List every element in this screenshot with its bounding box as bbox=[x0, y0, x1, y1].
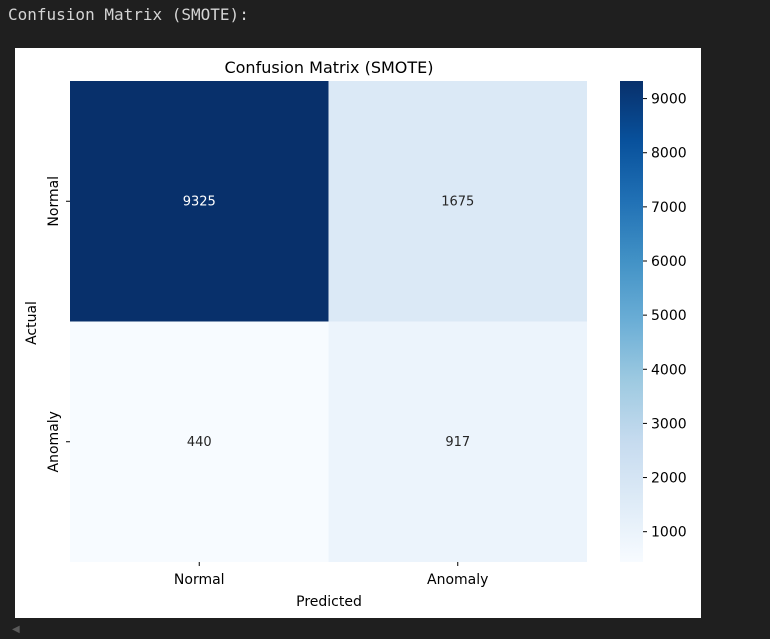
colorbar-tick-label: 3000 bbox=[651, 416, 687, 432]
cell-value-label: 1675 bbox=[441, 194, 474, 209]
heatmap-cell bbox=[70, 81, 329, 322]
chart-title: Confusion Matrix (SMOTE) bbox=[224, 58, 433, 77]
cell-value-label: 917 bbox=[445, 435, 470, 450]
colorbar-tick-label: 5000 bbox=[651, 308, 687, 324]
scroll-left-icon[interactable]: ◀ bbox=[12, 624, 20, 635]
x-tick-label: Anomaly bbox=[427, 572, 488, 588]
cell-output-header: Confusion Matrix (SMOTE): bbox=[8, 5, 249, 24]
confusion-matrix-figure: Confusion Matrix (SMOTE) 9325 1675 440 917 … bbox=[15, 48, 701, 618]
colorbar-tick-label: 1000 bbox=[651, 525, 687, 541]
x-axis-label: Predicted bbox=[296, 594, 362, 610]
colorbar-tick-label: 9000 bbox=[651, 92, 687, 108]
y-tick-label: Anomaly bbox=[46, 411, 62, 472]
heatmap-cell bbox=[328, 81, 587, 322]
y-axis-label: Actual bbox=[24, 301, 40, 345]
x-tick-label: Normal bbox=[174, 572, 225, 588]
heatmap-cell bbox=[328, 321, 587, 562]
colorbar-tick-label: 8000 bbox=[651, 146, 687, 162]
cell-value-label: 440 bbox=[187, 435, 212, 450]
cell-value-label: 9325 bbox=[183, 194, 216, 209]
colorbar-tick-label: 4000 bbox=[651, 362, 687, 378]
y-tick-label: Normal bbox=[46, 176, 62, 227]
heatmap-cell bbox=[70, 321, 329, 562]
colorbar-tick-label: 6000 bbox=[651, 254, 687, 270]
colorbar-tick-label: 2000 bbox=[651, 471, 687, 487]
colorbar bbox=[620, 81, 643, 562]
colorbar-tick-label: 7000 bbox=[651, 200, 687, 216]
